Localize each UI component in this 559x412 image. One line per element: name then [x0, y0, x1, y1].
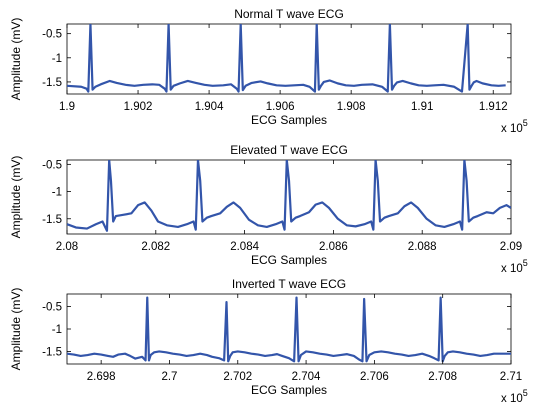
x-exponent-power: 5 [523, 258, 528, 268]
x-exponent-power: 5 [523, 388, 528, 398]
plot-area [66, 23, 512, 95]
y-tick-label: -1.5 [42, 77, 62, 89]
ecg-series-line [67, 24, 506, 93]
x-exponent-label: x 105 [501, 258, 528, 275]
y-tick-label: -0.5 [42, 159, 62, 171]
x-exponent-base: x 10 [501, 123, 523, 135]
x-tick-label: 1.91 [411, 101, 433, 113]
y-axis-label: Amplitude (mV) [9, 288, 23, 371]
chart-panel-2: 2.08 2.082 2.084 2.086 2.088 2.09 -0.5 -1 -1.5 El… [9, 143, 528, 275]
y-tick-label: -1.5 [42, 214, 62, 226]
x-tick-label: 1.906 [266, 101, 295, 113]
y-tick-label: -1 [52, 53, 62, 65]
x-tick-label: 2.09 [500, 241, 522, 253]
y-tick-label: -1.5 [42, 346, 62, 358]
x-tick-label: 2.71 [500, 371, 522, 383]
x-tick-label: 1.902 [124, 101, 153, 113]
y-axis-label: Amplitude (mV) [9, 18, 23, 101]
x-tick-label: 2.08 [56, 241, 78, 253]
x-tick-label: 2.706 [360, 371, 389, 383]
chart-panel-1: 1.9 1.902 1.904 1.906 1.908 1.91 1.912 -0.5 -1 -1… [9, 7, 528, 135]
ecg-series-line [67, 296, 511, 363]
chart-panel-3: 2.698 2.7 2.702 2.704 2.706 2.708 2.71 -0.5 -1 -1… [9, 277, 528, 405]
x-tick-label: 2.088 [408, 241, 437, 253]
y-tick-label: -1 [52, 324, 62, 336]
x-tick-label: 1.904 [195, 101, 224, 113]
ecg-series-line [67, 160, 511, 232]
x-axis-label: ECG Samples [251, 113, 327, 127]
x-tick-label: 1.912 [479, 101, 508, 113]
y-tick-label: -0.5 [42, 29, 62, 41]
x-axis-label: ECG Samples [251, 383, 327, 397]
x-tick-label: 1.908 [337, 101, 366, 113]
chart-title: Normal T wave ECG [234, 7, 344, 21]
x-exponent-power: 5 [523, 118, 528, 128]
x-tick-label: 2.698 [87, 371, 116, 383]
x-axis-label: ECG Samples [251, 253, 327, 267]
y-axis-label: Amplitude (mV) [9, 156, 23, 239]
x-tick-label: 2.084 [230, 241, 259, 253]
x-exponent-base: x 10 [501, 393, 523, 405]
chart-title: Inverted T wave ECG [232, 277, 346, 291]
x-tick-label: 2.702 [223, 371, 252, 383]
y-tick-label: -1 [52, 187, 62, 199]
chart-title: Elevated T wave ECG [230, 143, 348, 157]
x-exponent-base: x 10 [501, 263, 523, 275]
x-tick-label: 2.082 [141, 241, 170, 253]
x-tick-label: 1.9 [59, 101, 75, 113]
x-exponent-label: x 105 [501, 118, 528, 135]
plot-area [66, 293, 512, 365]
x-tick-label: 2.7 [161, 371, 177, 383]
x-tick-label: 2.708 [428, 371, 457, 383]
x-tick-label: 2.704 [292, 371, 321, 383]
x-tick-label: 2.086 [319, 241, 348, 253]
x-exponent-label: x 105 [501, 388, 528, 405]
y-tick-label: -0.5 [42, 302, 62, 314]
